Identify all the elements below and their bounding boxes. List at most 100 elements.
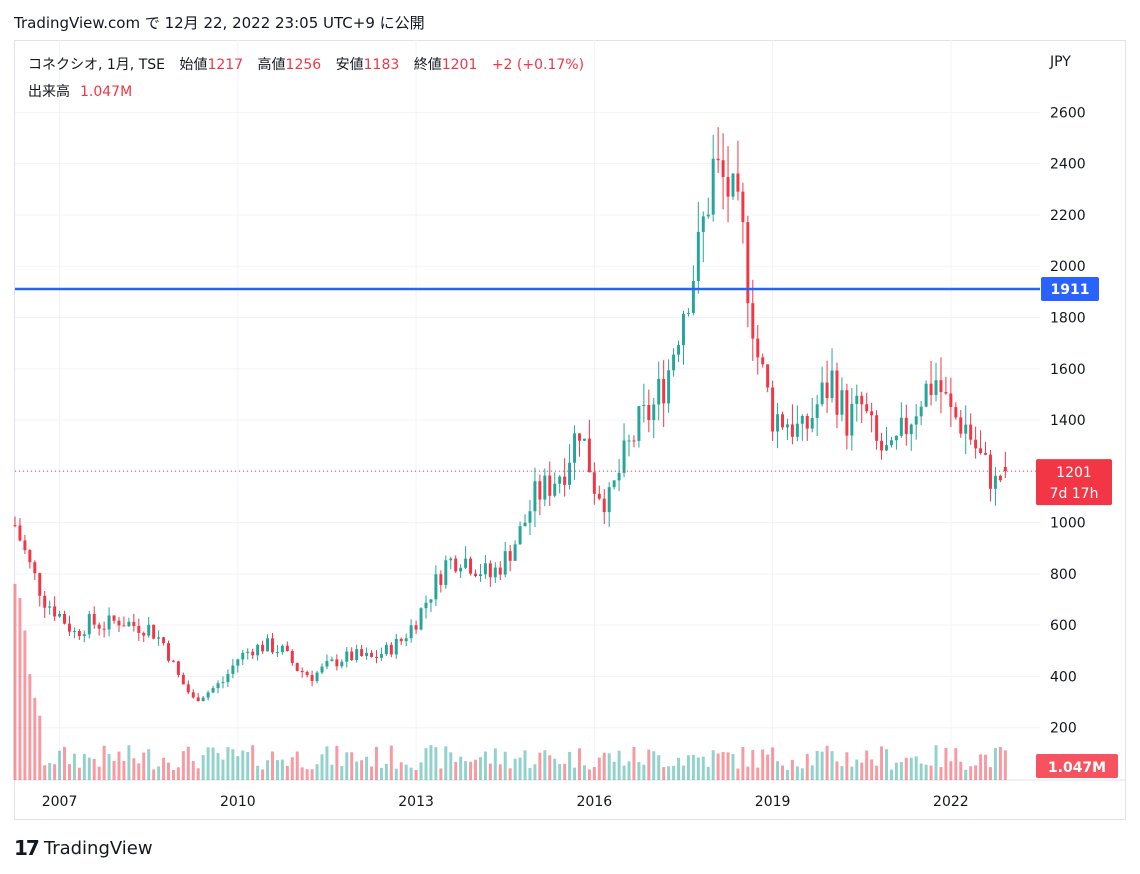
volume-bar (627, 761, 631, 780)
candle-body (533, 481, 537, 512)
candle-body (860, 395, 864, 405)
currency-label: JPY (1049, 54, 1071, 70)
volume-bar (993, 748, 997, 780)
volume-bar (38, 715, 42, 780)
volume-bar (305, 769, 309, 780)
volume-bar (681, 765, 685, 780)
candle-body (221, 682, 225, 684)
candle-body (295, 662, 299, 671)
volume-bar (201, 754, 205, 780)
volume-bar (181, 751, 185, 780)
volume-legend: 出来高 1.047M (28, 81, 132, 101)
volume-bar (622, 765, 626, 780)
candle-body (23, 540, 27, 551)
candle-body (389, 644, 393, 655)
candle-body (840, 390, 844, 415)
volume-bar (899, 762, 903, 780)
candle-body (607, 487, 611, 513)
candle-body (147, 624, 151, 636)
volume-bar (285, 765, 289, 780)
candle-body (513, 544, 517, 561)
volume-bar (924, 764, 928, 780)
candle-body (157, 637, 161, 639)
volume-bar (493, 748, 497, 780)
volume-bar (578, 748, 581, 780)
volume-bar (998, 746, 1002, 780)
candle-body (835, 370, 839, 415)
candle-body (741, 191, 745, 223)
candle-body (251, 651, 255, 656)
candle-body (231, 665, 235, 674)
last-price-badge (1036, 459, 1112, 506)
volume-bar (102, 745, 106, 780)
volume-bar (251, 745, 255, 780)
ohlc-legend: コネクシオ, 1月, TSE 始値1217 高値1256 安値1183 終値12… (28, 54, 584, 74)
volume-bar (152, 769, 156, 780)
candle-body (498, 567, 502, 575)
y-tick-label: 2400 (1050, 157, 1086, 173)
candle-body (503, 551, 507, 575)
candle-body (761, 357, 765, 365)
volume-bar (266, 760, 270, 780)
candle-body (929, 383, 933, 395)
candle-body (795, 423, 799, 437)
candle-body (167, 643, 170, 661)
volume-bar (221, 759, 225, 780)
volume-bar (612, 761, 616, 780)
volume-bar (330, 764, 334, 780)
candle-body (444, 560, 448, 585)
y-tick-label: 800 (1050, 567, 1077, 583)
candle-body (998, 475, 1002, 481)
candle-body (226, 673, 230, 683)
volume-bar (162, 757, 166, 780)
candle-body (785, 424, 789, 428)
volume-bar (340, 766, 344, 780)
candle-body (266, 638, 270, 652)
volume-bar (503, 751, 507, 780)
candle-body (355, 649, 359, 661)
volume-bar (167, 762, 170, 780)
candle-body (171, 660, 175, 662)
volume-bar (696, 757, 700, 780)
y-tick-label: 1800 (1050, 311, 1086, 327)
volume-bar (483, 751, 487, 780)
volume-bar (969, 766, 973, 780)
candle-body (909, 424, 913, 435)
volume-bar (439, 768, 443, 780)
symbol-label[interactable]: コネクシオ, 1月, TSE (28, 57, 165, 73)
candle-body (855, 395, 859, 404)
y-tick-label: 400 (1050, 669, 1077, 685)
volume-bar (469, 761, 473, 780)
candle-body (612, 480, 616, 488)
candle-body (964, 424, 968, 434)
volume-bar (835, 761, 839, 780)
candle-body (469, 558, 473, 574)
volume-bar (776, 761, 780, 780)
volume-bar (409, 767, 413, 780)
footer-brand[interactable]: 17 TradingView (14, 836, 153, 860)
volume-bar (726, 752, 730, 780)
candle-body (300, 670, 304, 672)
candle-body (553, 483, 557, 496)
volume-bar (449, 752, 453, 780)
candle-body (241, 652, 245, 660)
volume-bar (132, 758, 136, 780)
volume-bar (607, 753, 611, 780)
candle-body (285, 645, 289, 652)
volume-bar (602, 752, 606, 780)
volume-bar (548, 755, 552, 780)
candle-body (137, 625, 141, 633)
candle-body (117, 620, 121, 626)
candle-body (310, 675, 314, 682)
volume-bar (840, 766, 844, 780)
candle-body (681, 313, 685, 346)
volume-bar (766, 754, 770, 780)
volume-bar (419, 762, 423, 780)
volume-bar (374, 746, 378, 780)
candle-body (112, 615, 116, 621)
volume-bar (300, 767, 304, 780)
candle-body (483, 563, 487, 575)
candle-body (776, 414, 780, 432)
volume-bar (637, 762, 641, 780)
